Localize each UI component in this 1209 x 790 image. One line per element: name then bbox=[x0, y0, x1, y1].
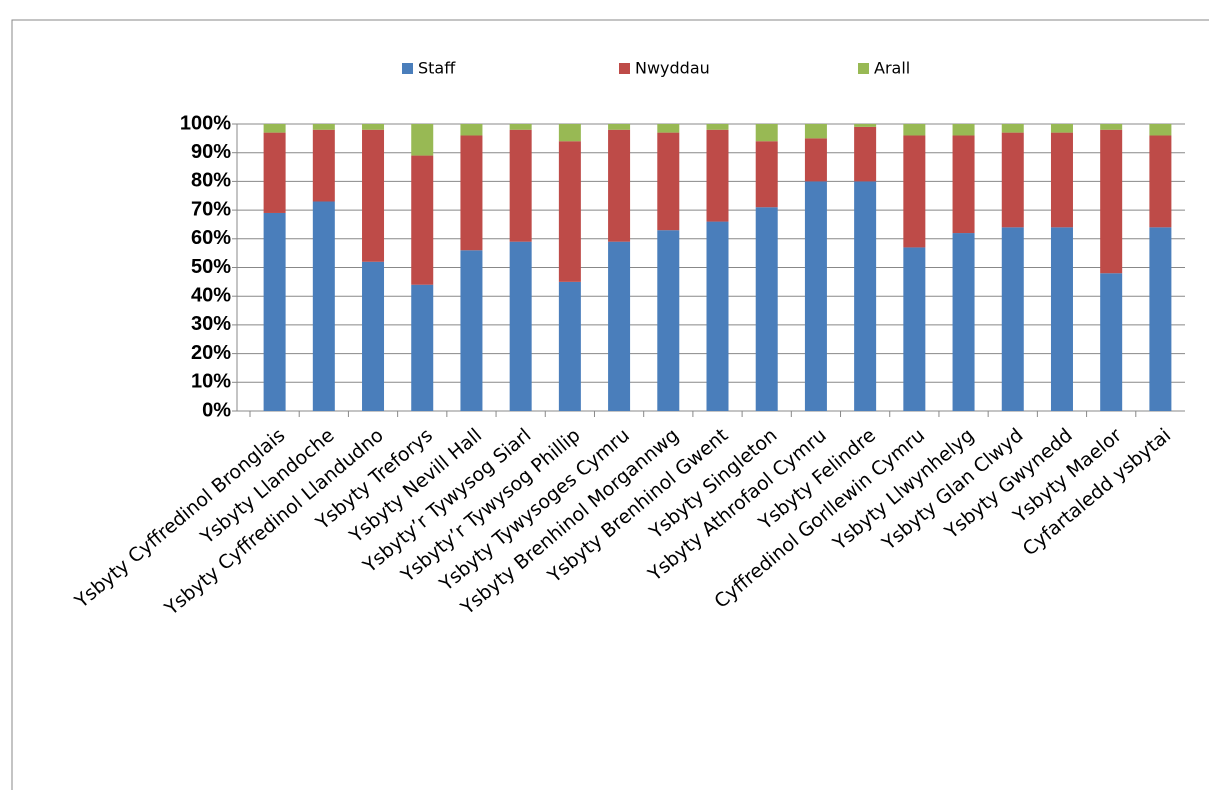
bar-segment bbox=[1149, 227, 1172, 411]
bar-segment bbox=[312, 124, 335, 130]
bar-segment bbox=[509, 124, 532, 130]
bar-segment bbox=[263, 132, 286, 213]
bar-segment bbox=[608, 129, 631, 242]
bar-segment bbox=[1050, 124, 1073, 133]
bar-segment bbox=[1100, 124, 1123, 130]
legend-label: Staff bbox=[418, 59, 456, 78]
bar-segment bbox=[903, 124, 926, 136]
bar-segment bbox=[411, 155, 434, 285]
bar-segment bbox=[312, 201, 335, 411]
legend-swatch bbox=[402, 63, 413, 74]
bar-segment bbox=[755, 141, 778, 208]
bar-segment bbox=[460, 124, 483, 136]
bar-segment bbox=[657, 124, 680, 133]
bar-segment bbox=[1149, 124, 1172, 136]
bar-segment bbox=[362, 124, 385, 130]
bar-segment bbox=[1001, 132, 1024, 228]
bar-segment bbox=[1001, 124, 1024, 133]
y-tick-label: 50% bbox=[191, 256, 231, 278]
bar-segment bbox=[509, 129, 532, 242]
legend-label: Nwyddau bbox=[635, 59, 710, 78]
y-tick-label: 80% bbox=[191, 170, 231, 192]
bar-segment bbox=[362, 261, 385, 411]
bar-segment bbox=[1001, 227, 1024, 411]
bar-segment bbox=[706, 129, 729, 222]
bar-segment bbox=[608, 124, 631, 130]
bar-segment bbox=[952, 135, 975, 234]
bar-segment bbox=[854, 181, 877, 411]
bar-segment bbox=[263, 212, 286, 411]
y-tick-label: 20% bbox=[191, 342, 231, 364]
bar-segment bbox=[558, 124, 581, 142]
bar-segment bbox=[411, 124, 434, 156]
bar-segment bbox=[1100, 129, 1123, 274]
bar-segment bbox=[854, 126, 877, 182]
bar-segment bbox=[755, 207, 778, 411]
legend-swatch bbox=[619, 63, 630, 74]
bar-segment bbox=[1050, 227, 1073, 411]
bar-segment bbox=[1149, 135, 1172, 228]
bar-segment bbox=[1050, 132, 1073, 228]
bar-segment bbox=[706, 221, 729, 411]
bar-segment bbox=[558, 141, 581, 282]
y-tick-label: 60% bbox=[191, 227, 231, 249]
y-tick-label: 100% bbox=[180, 112, 231, 134]
legend-swatch bbox=[858, 63, 869, 74]
bar-segment bbox=[558, 281, 581, 411]
bar-segment bbox=[312, 129, 335, 202]
bar-segment bbox=[903, 247, 926, 411]
bar-segment bbox=[509, 241, 532, 411]
bar-segment bbox=[854, 124, 877, 127]
y-tick-label: 0% bbox=[202, 399, 231, 421]
y-tick-label: 10% bbox=[191, 371, 231, 393]
bar-segment bbox=[903, 135, 926, 248]
bar-segment bbox=[657, 230, 680, 411]
bar-segment bbox=[657, 132, 680, 231]
bar-segment bbox=[1100, 273, 1123, 411]
y-tick-label: 70% bbox=[191, 198, 231, 220]
bar-segment bbox=[362, 129, 385, 262]
legend-label: Arall bbox=[874, 59, 910, 78]
bar-segment bbox=[804, 181, 827, 411]
y-tick-label: 90% bbox=[191, 141, 231, 163]
bar-segment bbox=[952, 233, 975, 411]
bar-segment bbox=[952, 124, 975, 136]
bar-segment bbox=[706, 124, 729, 130]
bar-segment bbox=[411, 284, 434, 411]
bar-segment bbox=[804, 138, 827, 182]
bar-segment bbox=[460, 135, 483, 251]
bar-segment bbox=[608, 241, 631, 411]
bar-segment bbox=[804, 124, 827, 139]
y-tick-label: 30% bbox=[191, 313, 231, 335]
bar-segment bbox=[460, 250, 483, 411]
bar-segment bbox=[755, 124, 778, 142]
bar-segment bbox=[263, 124, 286, 133]
y-tick-label: 40% bbox=[191, 284, 231, 306]
